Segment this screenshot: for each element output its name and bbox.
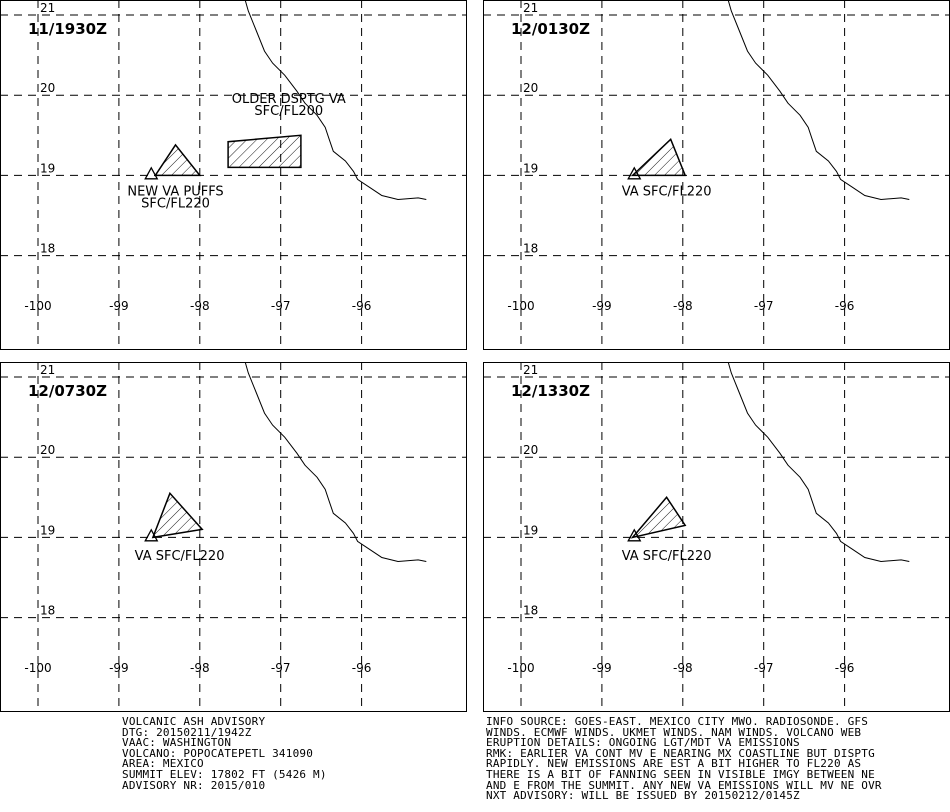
- ash-area-label: VA SFC/FL220: [135, 549, 225, 564]
- ash-cloud-area: [151, 491, 204, 539]
- ash-cloud-area: [153, 143, 202, 177]
- lon-tick-label: -98: [190, 299, 210, 313]
- lon-tick-label: -97: [271, 299, 291, 313]
- advisory-line: WINDS. ECMWF WINDS. UKMET WINDS. NAM WIN…: [486, 725, 862, 739]
- lon-tick-label: -97: [754, 661, 774, 675]
- lat-tick-label: 20: [40, 443, 55, 457]
- lat-tick-label: 20: [40, 81, 55, 95]
- advisory-line: RMK: EARLIER VA CONT MV E NEARING MX COA…: [486, 746, 875, 760]
- advisory-line: NXT ADVISORY: WILL BE ISSUED BY 20150212…: [486, 789, 800, 803]
- panel-frame: [0, 362, 467, 712]
- panel-frame: [483, 362, 950, 712]
- panel-time-title: 12/1330Z: [511, 382, 590, 400]
- advisory-line: RAPIDLY. NEW EMISSIONS ARE EST A BIT HIG…: [486, 757, 862, 771]
- advisory-line: AREA: MEXICO: [122, 757, 204, 771]
- lat-tick-label: 21: [40, 363, 55, 377]
- advisory-remarks-text: INFO SOURCE: GOES-EAST. MEXICO CITY MWO.…: [486, 715, 882, 803]
- map-panel-3: -100 -99 -98 -97 -96 21 20 19 18 VA SFC/FL220 12/0…: [0, 362, 467, 712]
- coastline: [727, 0, 910, 201]
- lat-tick-label: 19: [523, 161, 538, 175]
- volcano-icon: [144, 166, 159, 180]
- lat-tick-label: 21: [523, 1, 538, 15]
- ash-cloud-area: [630, 496, 687, 539]
- advisory-line: VAAC: WASHINGTON: [122, 736, 232, 750]
- lon-tick-label: -99: [592, 661, 612, 675]
- coastline: [244, 362, 427, 563]
- older-ash-area: [227, 134, 302, 169]
- lon-tick-label: -96: [352, 661, 372, 675]
- lon-tick-label: -98: [190, 661, 210, 675]
- coastline: [244, 0, 427, 201]
- lon-tick-label: -100: [507, 299, 534, 313]
- panel-time-title: 12/0130Z: [511, 20, 590, 38]
- advisory-line: SUMMIT ELEV: 17802 FT (5426 M): [122, 767, 327, 781]
- panel-frame: [483, 0, 950, 350]
- ash-cloud-area: [630, 137, 687, 177]
- lat-tick-label: 20: [523, 443, 538, 457]
- lat-tick-label: 19: [40, 523, 55, 537]
- advisory-header-text: VOLCANIC ASH ADVISORY DTG: 20150211/1942Z…: [122, 715, 327, 792]
- advisory-line: INFO SOURCE: GOES-EAST. MEXICO CITY MWO.…: [486, 715, 869, 728]
- map-panel-4: -100 -99 -98 -97 -96 21 20 19 18 VA SFC/FL220 12/1…: [483, 362, 950, 712]
- lat-tick-label: 18: [40, 242, 55, 256]
- advisory-line: ERUPTION DETAILS: ONGOING LGT/MDT VA EMI…: [486, 736, 800, 750]
- lon-tick-label: -96: [835, 661, 855, 675]
- volcano-icon: [144, 528, 159, 542]
- advisory-line: ADVISORY NR: 2015/010: [122, 778, 266, 792]
- lon-tick-label: -99: [592, 299, 612, 313]
- advisory-line: DTG: 20150211/1942Z: [122, 725, 252, 739]
- lat-tick-label: 19: [40, 161, 55, 175]
- lon-tick-label: -98: [673, 661, 693, 675]
- panel-frame: [0, 0, 467, 350]
- advisory-line: VOLCANIC ASH ADVISORY: [122, 715, 266, 728]
- lon-tick-label: -99: [109, 661, 129, 675]
- map-panel-2: -100 -99 -98 -97 -96 21 20 19 18 VA SFC/FL220 12/0…: [483, 0, 950, 350]
- lon-tick-label: -97: [754, 299, 774, 313]
- lat-tick-label: 18: [523, 242, 538, 256]
- lat-tick-label: 18: [40, 604, 55, 618]
- advisory-line: AND E FROM THE SUMMIT. ANY NEW VA EMISSI…: [486, 778, 882, 792]
- lon-tick-label: -96: [352, 299, 372, 313]
- ash-area-label: NEW VA PUFFS: [127, 184, 223, 199]
- advisory-line: VOLCANO: POPOCATEPETL 341090: [122, 746, 314, 760]
- ash-area-label: SFC/FL200: [254, 104, 323, 119]
- lon-tick-label: -96: [835, 299, 855, 313]
- volcano-icon: [627, 528, 642, 542]
- lat-tick-label: 19: [523, 523, 538, 537]
- volcano-icon: [627, 166, 642, 180]
- lon-tick-label: -100: [24, 661, 51, 675]
- lon-tick-label: -98: [673, 299, 693, 313]
- advisory-line: THERE IS A BIT OF FANNING SEEN IN VISIBL…: [486, 767, 875, 781]
- lat-tick-label: 21: [40, 1, 55, 15]
- lon-tick-label: -97: [271, 661, 291, 675]
- lon-tick-label: -99: [109, 299, 129, 313]
- panel-time-title: 11/1930Z: [28, 20, 107, 38]
- coastline: [727, 362, 910, 563]
- lat-tick-label: 20: [523, 81, 538, 95]
- ash-area-label: VA SFC/FL220: [622, 549, 712, 564]
- lon-tick-label: -100: [507, 661, 534, 675]
- panel-time-title: 12/0730Z: [28, 382, 107, 400]
- ash-area-label: SFC/FL220: [141, 196, 210, 211]
- lat-tick-label: 21: [523, 363, 538, 377]
- ash-area-label: OLDER DSPTG VA: [232, 92, 346, 107]
- lon-tick-label: -100: [24, 299, 51, 313]
- lat-tick-label: 18: [523, 604, 538, 618]
- ash-area-label: VA SFC/FL220: [622, 184, 712, 199]
